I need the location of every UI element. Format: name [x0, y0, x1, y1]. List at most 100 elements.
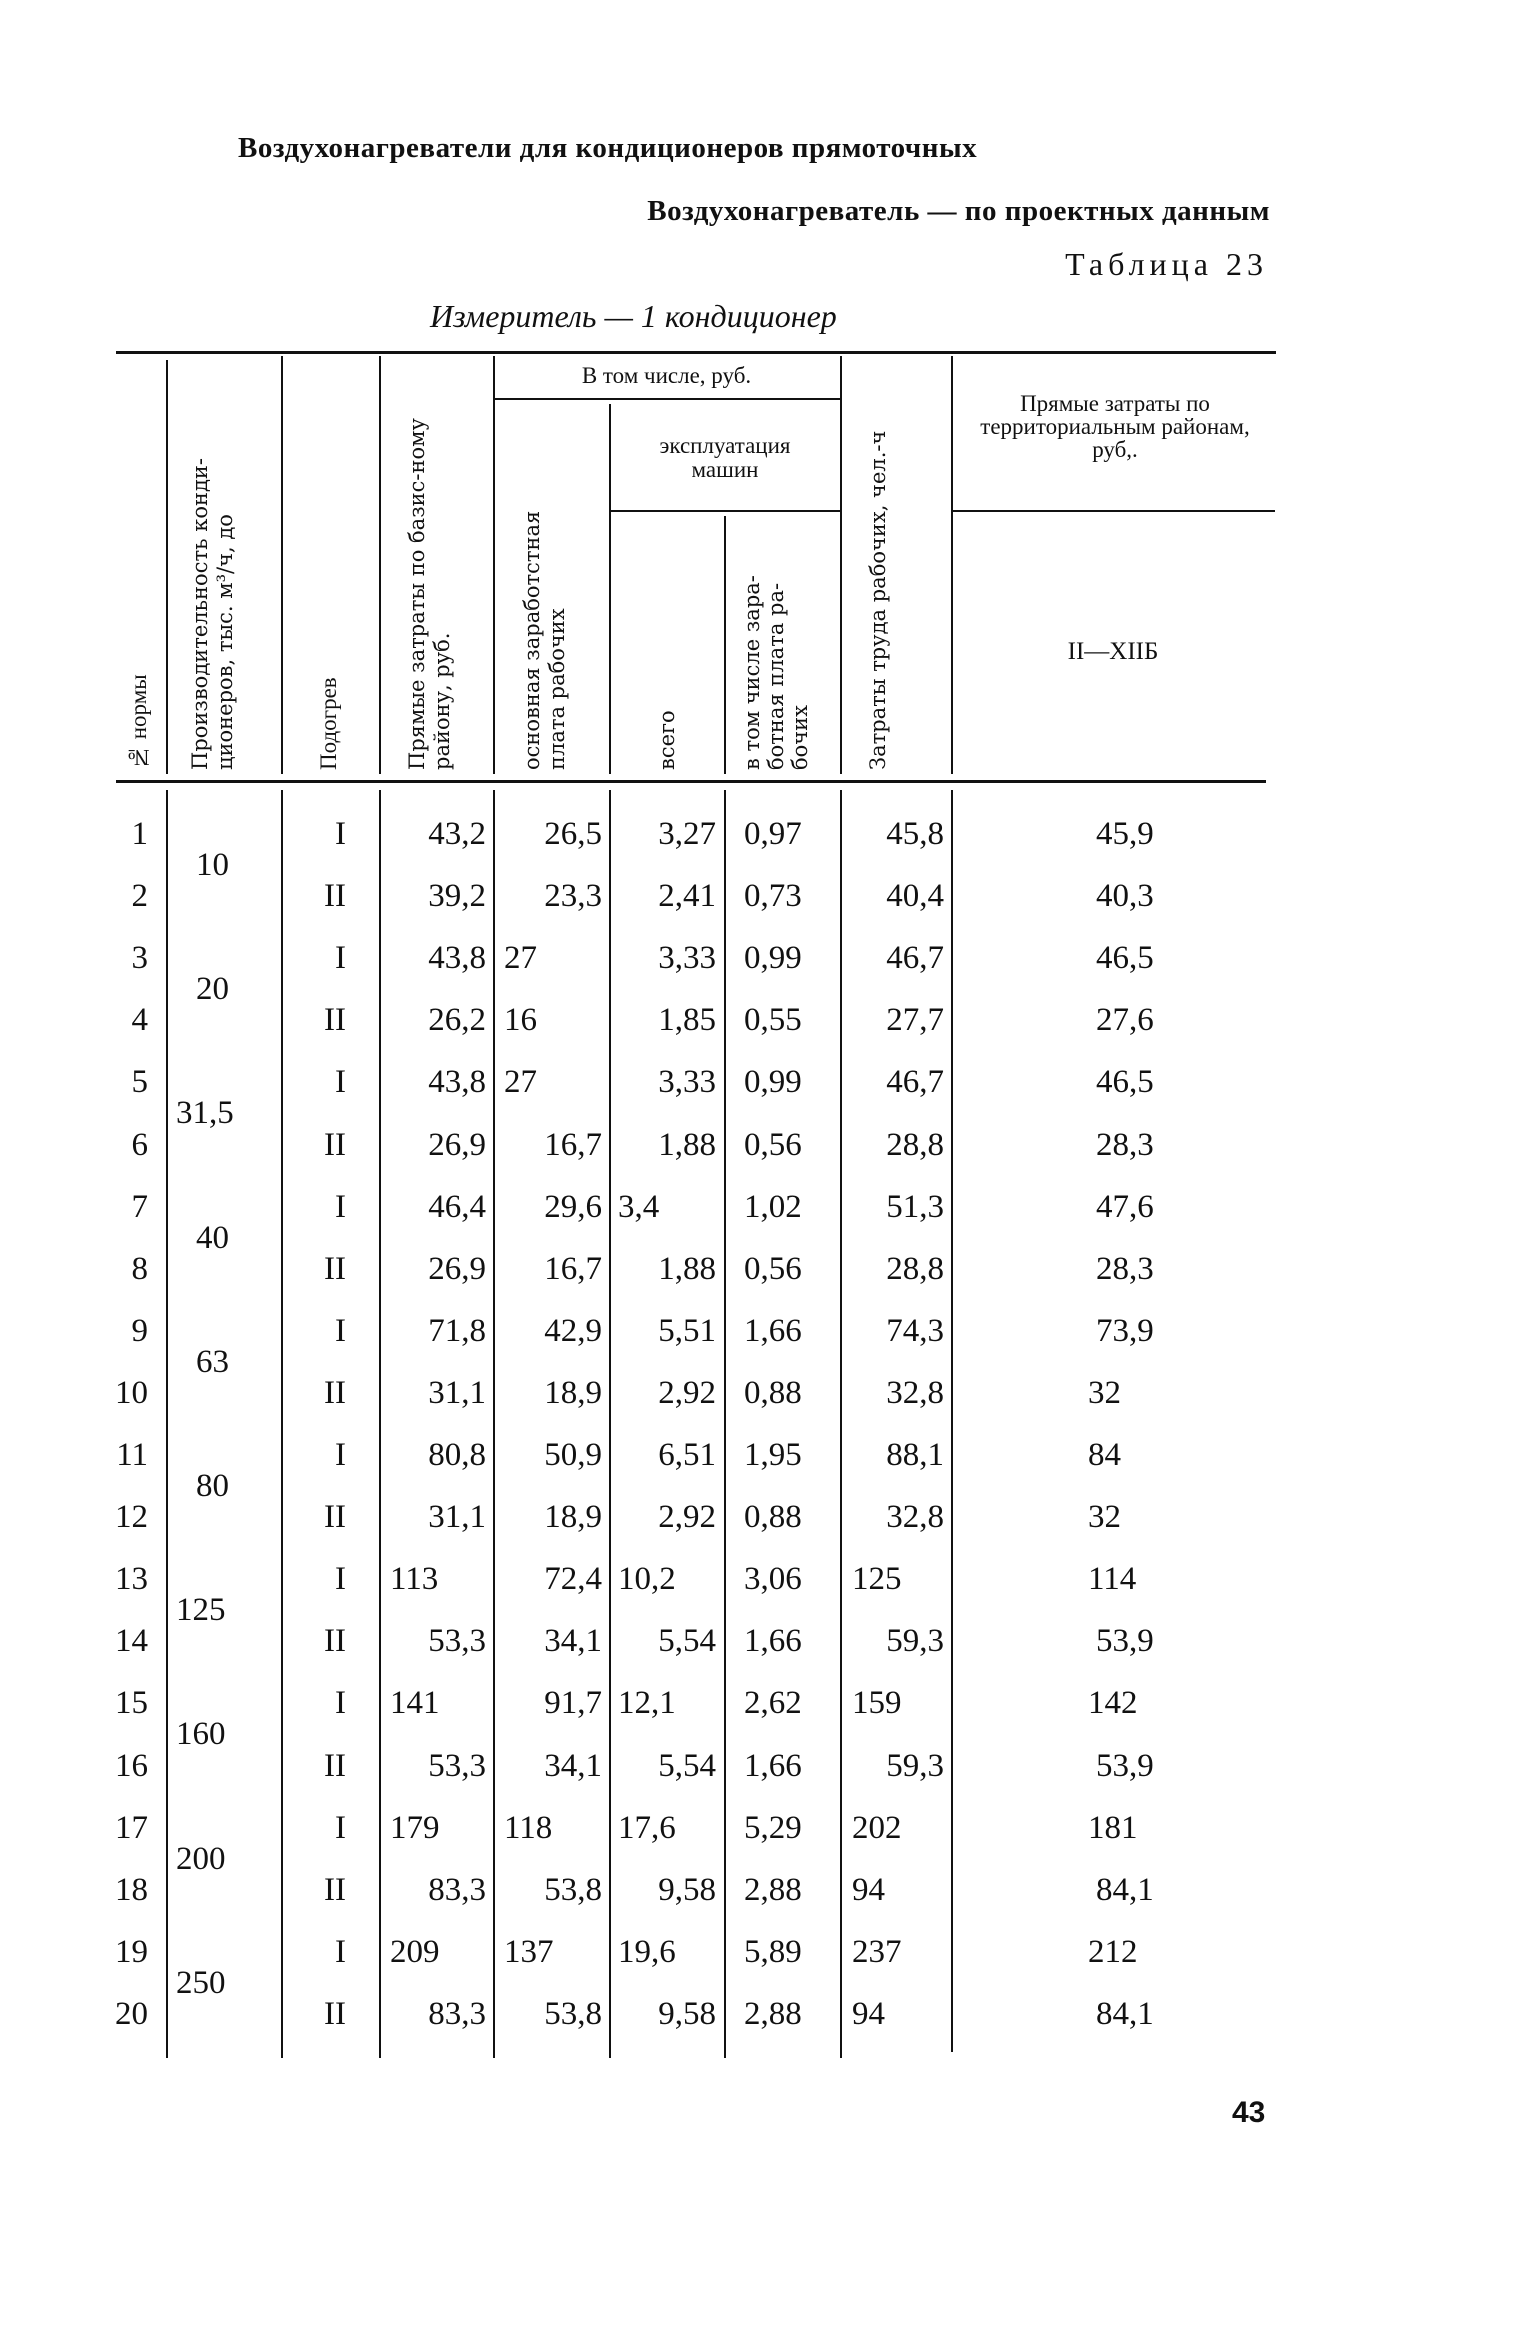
norm-number: 7: [131, 1188, 149, 1225]
header-direct-costs-base: Прямые затраты по базис-ному району, руб…: [405, 418, 454, 770]
norm-number: 12: [115, 1499, 148, 1536]
base-cost-value: 83,3: [428, 1871, 486, 1908]
norm-number: 5: [131, 1064, 149, 1101]
wages-value: 27: [504, 1064, 537, 1101]
machine-total-value: 5,54: [658, 1747, 716, 1784]
machine-total-value: 19,6: [618, 1933, 676, 1970]
header-machine-operation: эксплуатация машин: [659, 433, 791, 482]
machine-wages-value: 0,97: [744, 816, 802, 852]
machine-wages-value: 5,89: [744, 1933, 802, 1970]
territorial-rule: [951, 510, 1275, 512]
machine-total-value: 3,4: [618, 1188, 660, 1225]
measure-unit: Измеритель — 1 кондиционер: [430, 298, 837, 334]
base-cost-value: 53,3: [428, 1623, 486, 1660]
page-number: 43: [1232, 2096, 1266, 2129]
heating-value: I: [335, 1064, 346, 1101]
norm-number: 9: [131, 1312, 149, 1349]
base-cost-value: 43,8: [428, 940, 486, 977]
labor-cost-value: 28,8: [886, 1126, 944, 1163]
labor-cost-value: 32,8: [886, 1374, 944, 1411]
header-including: В том числе, руб.: [581, 363, 752, 388]
norm-number: 8: [131, 1250, 149, 1287]
column-divider: [724, 790, 726, 2058]
territorial-cost-value: 46,5: [1096, 1064, 1154, 1101]
machine-wages-value: 0,73: [744, 878, 802, 915]
machine-wages-value: 0,99: [744, 1064, 802, 1101]
territorial-cost-value: 73,9: [1096, 1312, 1154, 1349]
labor-cost-value: 59,3: [886, 1747, 944, 1784]
machine-wages-value: 0,55: [744, 1002, 802, 1039]
machine-total-value: 1,85: [658, 1002, 716, 1039]
heating-value: II: [324, 1871, 346, 1908]
territorial-cost-value: 142: [1088, 1685, 1138, 1722]
capacity-value: 80: [196, 1468, 229, 1505]
machine-total-value: 12,1: [618, 1685, 676, 1722]
machine-total-value: 2,92: [658, 1374, 716, 1411]
machine-wages-value: 1,02: [744, 1188, 802, 1225]
capacity-value: 10: [196, 847, 229, 884]
norm-number: 11: [116, 1437, 148, 1473]
machine-total-value: 5,51: [658, 1312, 716, 1349]
machine-total-value: 17,6: [618, 1809, 676, 1846]
labor-cost-value: 59,3: [886, 1623, 944, 1660]
capacity-value: 63: [196, 1343, 229, 1380]
heating-value: I: [335, 1437, 346, 1473]
territorial-cost-value: 28,3: [1096, 1126, 1154, 1163]
heating-value: II: [324, 1995, 346, 2032]
column-divider: [493, 790, 495, 2058]
header-divider: [724, 516, 726, 774]
machine-wages-value: 5,29: [744, 1809, 802, 1846]
heating-value: I: [335, 1188, 346, 1225]
heating-value: II: [324, 1623, 346, 1660]
base-cost-value: 113: [390, 1561, 439, 1598]
norm-number: 19: [115, 1933, 148, 1970]
wages-value: 27: [504, 940, 537, 977]
machine-total-value: 10,2: [618, 1561, 676, 1598]
wages-value: 137: [504, 1933, 554, 1970]
including-rule: [493, 398, 840, 400]
header-divider: [166, 360, 168, 774]
table-number: Таблица 23: [1065, 246, 1268, 282]
base-cost-value: 46,4: [428, 1188, 486, 1225]
norm-number: 18: [115, 1871, 148, 1908]
header-norm-no: № нормы: [126, 674, 151, 770]
norm-number: 4: [131, 1002, 149, 1039]
machine-total-value: 3,27: [658, 816, 716, 852]
wages-value: 16: [504, 1002, 537, 1039]
base-cost-value: 31,1: [428, 1499, 486, 1536]
territorial-cost-value: 32: [1088, 1499, 1121, 1536]
territorial-cost-value: 212: [1088, 1933, 1138, 1970]
labor-cost-value: 40,4: [886, 878, 944, 915]
machine-rule: [609, 510, 840, 512]
labor-cost-value: 28,8: [886, 1250, 944, 1287]
wages-value: 18,9: [544, 1499, 602, 1536]
territorial-cost-value: 40,3: [1096, 878, 1154, 915]
header-bottom-rule: [116, 780, 1266, 783]
heating-value: II: [324, 1126, 346, 1163]
page-subtitle: Воздухонагреватель — по проектных данным: [647, 195, 1270, 227]
heating-value: II: [324, 878, 346, 915]
territorial-cost-value: 114: [1088, 1561, 1137, 1598]
territorial-cost-value: 181: [1088, 1809, 1138, 1846]
machine-total-value: 2,41: [658, 878, 716, 915]
wages-value: 16,7: [544, 1126, 602, 1163]
base-cost-value: 43,8: [428, 1064, 486, 1101]
heating-value: I: [335, 940, 346, 977]
heating-value: I: [335, 1685, 346, 1722]
header-labor-costs: Затраты труда рабочих, чел.-ч: [866, 430, 890, 770]
base-cost-value: 80,8: [428, 1437, 486, 1473]
table-top-rule: [116, 351, 1276, 354]
base-cost-value: 83,3: [428, 1995, 486, 2032]
labor-cost-value: 46,7: [886, 940, 944, 977]
header-divider: [379, 356, 381, 774]
norm-number: 1: [131, 816, 149, 852]
machine-wages-value: 0,56: [744, 1126, 802, 1163]
territorial-cost-value: 84: [1088, 1437, 1121, 1473]
labor-cost-value: 32,8: [886, 1499, 944, 1536]
labor-cost-value: 94: [852, 1871, 885, 1908]
header-divider: [609, 404, 611, 774]
machine-wages-value: 1,66: [744, 1623, 802, 1660]
header-heating: Подогрев: [316, 677, 341, 770]
machine-wages-value: 0,88: [744, 1499, 802, 1536]
machine-wages-value: 1,66: [744, 1312, 802, 1349]
